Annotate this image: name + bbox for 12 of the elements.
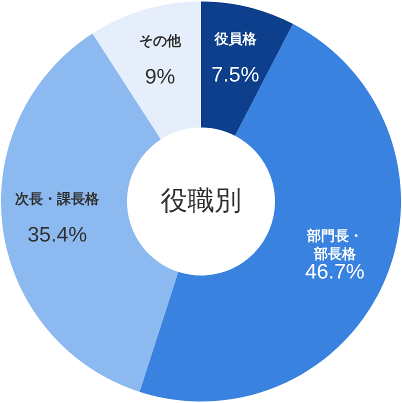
donut-slice (201, 2, 293, 136)
slice-label: 役員格 (213, 30, 258, 47)
text: 役職別 (160, 186, 242, 216)
slice-label: 部門長・部長格 (306, 227, 363, 262)
donut-slice (92, 2, 201, 140)
slice-label: その他 (138, 32, 182, 48)
data-label: 35.4% (27, 223, 88, 246)
data-label: 9% (144, 65, 176, 88)
donut-slice (140, 24, 401, 402)
slice-label: 次長・課長格 (15, 190, 100, 206)
data-label: 46.7% (305, 260, 365, 284)
data-label: 7.5% (211, 64, 260, 87)
